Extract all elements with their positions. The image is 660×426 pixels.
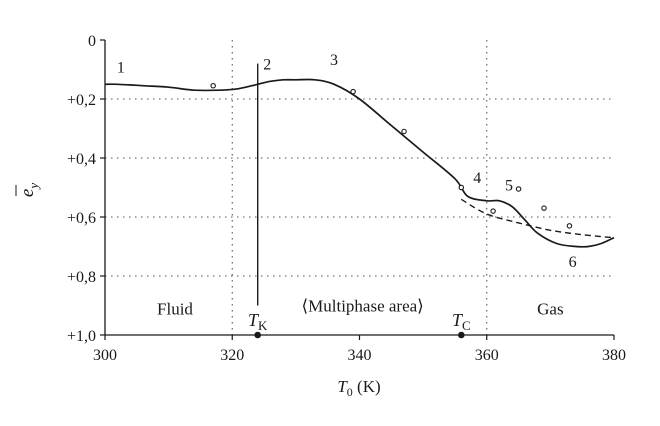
y-axis-ticks: 0 +0,2 +0,4 +0,6 +0,8 +1,0 bbox=[67, 33, 105, 345]
data-point bbox=[490, 208, 496, 214]
data-point bbox=[515, 186, 522, 192]
x-axis-ticks: 300 320 340 360 380 bbox=[93, 335, 626, 364]
series bbox=[104, 78, 615, 248]
series-line-solid bbox=[104, 78, 615, 248]
data-point bbox=[458, 184, 465, 191]
region-label: Fluid bbox=[157, 299, 193, 318]
curve-label: 3 bbox=[330, 52, 338, 69]
point-label: TC bbox=[452, 310, 471, 333]
x-tick-label: 300 bbox=[93, 347, 117, 364]
svg-text:ey: ey bbox=[17, 183, 41, 197]
region-label: ⟨Multiphase area⟩ bbox=[302, 297, 424, 316]
region-label: Gas bbox=[537, 299, 563, 318]
y-tick-label: +0,4 bbox=[67, 151, 96, 168]
curve-label: 2 bbox=[263, 57, 271, 74]
x-tick-label: 320 bbox=[220, 347, 244, 364]
x-axis-label: T0 (K) bbox=[337, 377, 380, 399]
axis-point-marker bbox=[458, 331, 465, 339]
x-tick-label: 340 bbox=[348, 347, 372, 364]
y-tick-label: +0,6 bbox=[67, 210, 96, 227]
point-label: TK bbox=[248, 310, 268, 333]
curve-label: 6 bbox=[569, 254, 577, 271]
x-tick-label: 380 bbox=[602, 347, 626, 364]
data-point bbox=[566, 223, 573, 229]
axis-point-marker bbox=[254, 331, 261, 339]
data-point bbox=[210, 82, 216, 89]
curve-label: 1 bbox=[117, 59, 125, 76]
curve-label: 5 bbox=[505, 177, 513, 194]
annotations: 1 2 3 4 5 6 Fluid ⟨Multiphase area⟩ Gas TK TC bbox=[117, 52, 577, 339]
y-tick-label: +0,2 bbox=[67, 92, 96, 109]
data-point bbox=[541, 205, 547, 211]
x-tick-label: 360 bbox=[475, 347, 499, 364]
y-axis-label: ey bbox=[15, 183, 41, 197]
axes bbox=[104, 40, 614, 336]
series-line-dashed bbox=[460, 198, 615, 239]
data-point bbox=[401, 128, 407, 135]
y-tick-label: +0,8 bbox=[67, 269, 96, 286]
curve-label: 4 bbox=[473, 170, 481, 187]
y-tick-label: +1,0 bbox=[67, 328, 96, 345]
grid bbox=[105, 40, 614, 335]
data-point bbox=[350, 88, 356, 95]
y-tick-label: 0 bbox=[88, 33, 96, 50]
